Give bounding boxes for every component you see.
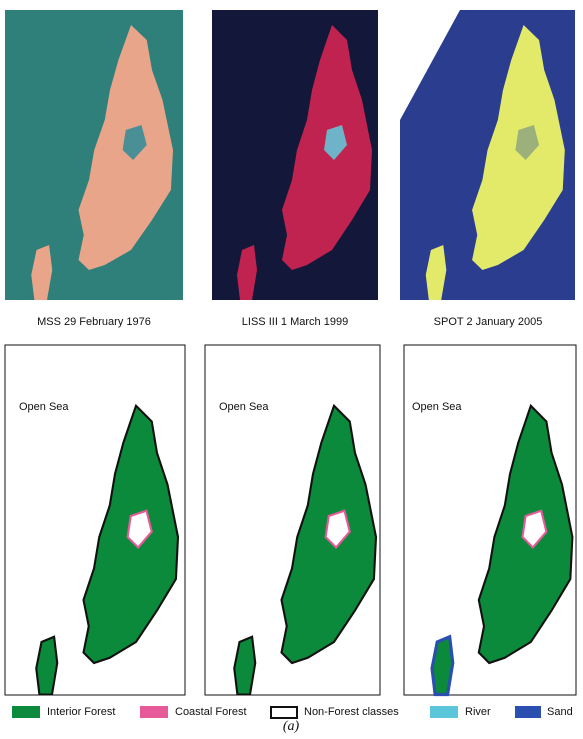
caption: LISS III 1 March 1999 [242,316,348,328]
legend-swatch [140,706,168,718]
legend-label: Non-Forest classes [304,706,399,718]
caption: MSS 29 February 1976 [37,316,151,328]
caption: SPOT 2 January 2005 [434,316,543,328]
satellite-image [212,10,378,300]
map-label: Open Sea [412,401,462,413]
legend: Interior Forest Coastal Forest Non-Fores… [12,706,573,718]
map-label: Open Sea [19,401,69,413]
map-panel: Open Sea [205,345,380,695]
figure-label: (a) [283,719,300,734]
legend-label: Interior Forest [47,706,115,718]
map-label: Open Sea [219,401,269,413]
figure: MSS 29 February 1976 LISS III 1 March 19… [0,0,583,734]
legend-swatch [12,706,40,718]
satellite-image [5,10,183,300]
satellite-image [400,10,575,300]
legend-label: Coastal Forest [175,706,247,718]
map-panel: Open Sea [5,345,185,695]
legend-swatch [515,706,541,718]
legend-swatch [271,707,297,718]
legend-label: River [465,706,491,718]
map-panel: Open Sea [404,345,576,695]
legend-label: Sand [547,706,573,718]
legend-swatch [430,706,458,718]
